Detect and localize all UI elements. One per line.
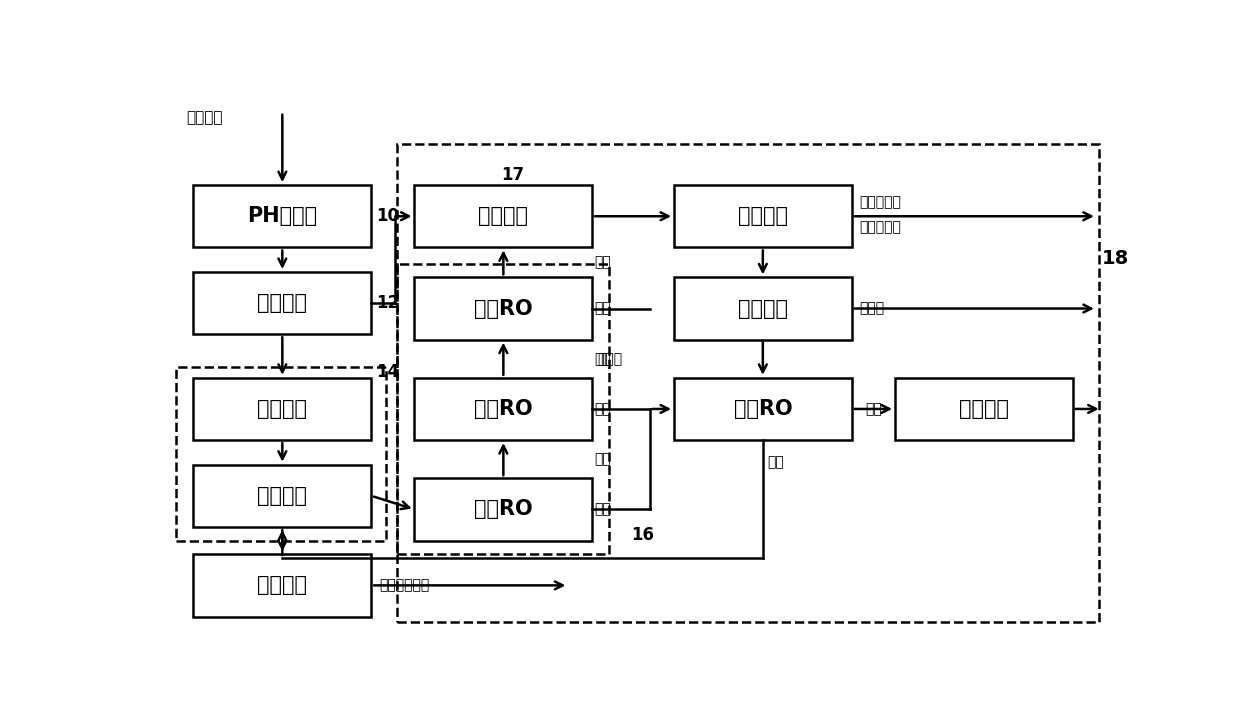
Text: 16: 16 xyxy=(631,526,653,544)
Bar xyxy=(675,378,852,440)
Text: 含铬污泥去: 含铬污泥去 xyxy=(859,196,901,209)
Text: 产水: 产水 xyxy=(594,503,611,516)
Text: 二级RO: 二级RO xyxy=(734,399,792,419)
Bar xyxy=(193,554,371,617)
Bar xyxy=(414,478,593,541)
Text: 14: 14 xyxy=(376,363,399,381)
Text: 浓水: 浓水 xyxy=(594,352,611,366)
Text: 蒸发结晶: 蒸发结晶 xyxy=(738,298,787,319)
Text: 过滤处理: 过滤处理 xyxy=(258,486,308,505)
Text: 沉淀反应: 沉淀反应 xyxy=(479,207,528,226)
Text: 结晶盐: 结晶盐 xyxy=(859,302,884,316)
Bar xyxy=(193,465,371,527)
Bar xyxy=(895,378,1073,440)
Text: 冷凝液: 冷凝液 xyxy=(596,352,622,366)
Text: 资源化车间: 资源化车间 xyxy=(859,220,901,234)
Text: 浓水: 浓水 xyxy=(768,455,785,469)
Bar xyxy=(397,145,1099,622)
Text: 含铬废水: 含铬废水 xyxy=(186,110,222,125)
Bar xyxy=(414,277,593,340)
Text: 回用水池: 回用水池 xyxy=(959,399,1009,419)
Text: 沉淀处理: 沉淀处理 xyxy=(258,399,308,419)
Text: 浓水: 浓水 xyxy=(594,255,611,269)
Bar xyxy=(193,378,371,440)
Text: 18: 18 xyxy=(1101,249,1128,268)
Text: PH值调节: PH值调节 xyxy=(247,207,317,226)
Text: 10: 10 xyxy=(376,207,399,225)
Bar xyxy=(414,378,593,440)
Text: 第一RO: 第一RO xyxy=(474,499,533,520)
Text: 压滤处理: 压滤处理 xyxy=(258,575,308,596)
Text: 固液分离: 固液分离 xyxy=(738,207,787,226)
Text: 泥饼危废中心: 泥饼危废中心 xyxy=(379,578,429,592)
Text: 第三RO: 第三RO xyxy=(474,298,533,319)
Text: 第二RO: 第二RO xyxy=(474,399,533,419)
Bar xyxy=(397,264,609,554)
Text: 产水: 产水 xyxy=(866,402,882,416)
Bar xyxy=(193,185,371,247)
Text: 浓水: 浓水 xyxy=(594,452,611,466)
Text: 还原处理: 还原处理 xyxy=(258,293,308,313)
Bar xyxy=(193,272,371,334)
Text: 产水: 产水 xyxy=(594,402,611,416)
Bar xyxy=(675,277,852,340)
Text: 产水: 产水 xyxy=(594,302,611,316)
Text: 17: 17 xyxy=(501,166,525,184)
Bar xyxy=(414,185,593,247)
Bar xyxy=(675,185,852,247)
Text: 12: 12 xyxy=(376,294,399,312)
Bar xyxy=(176,367,386,541)
